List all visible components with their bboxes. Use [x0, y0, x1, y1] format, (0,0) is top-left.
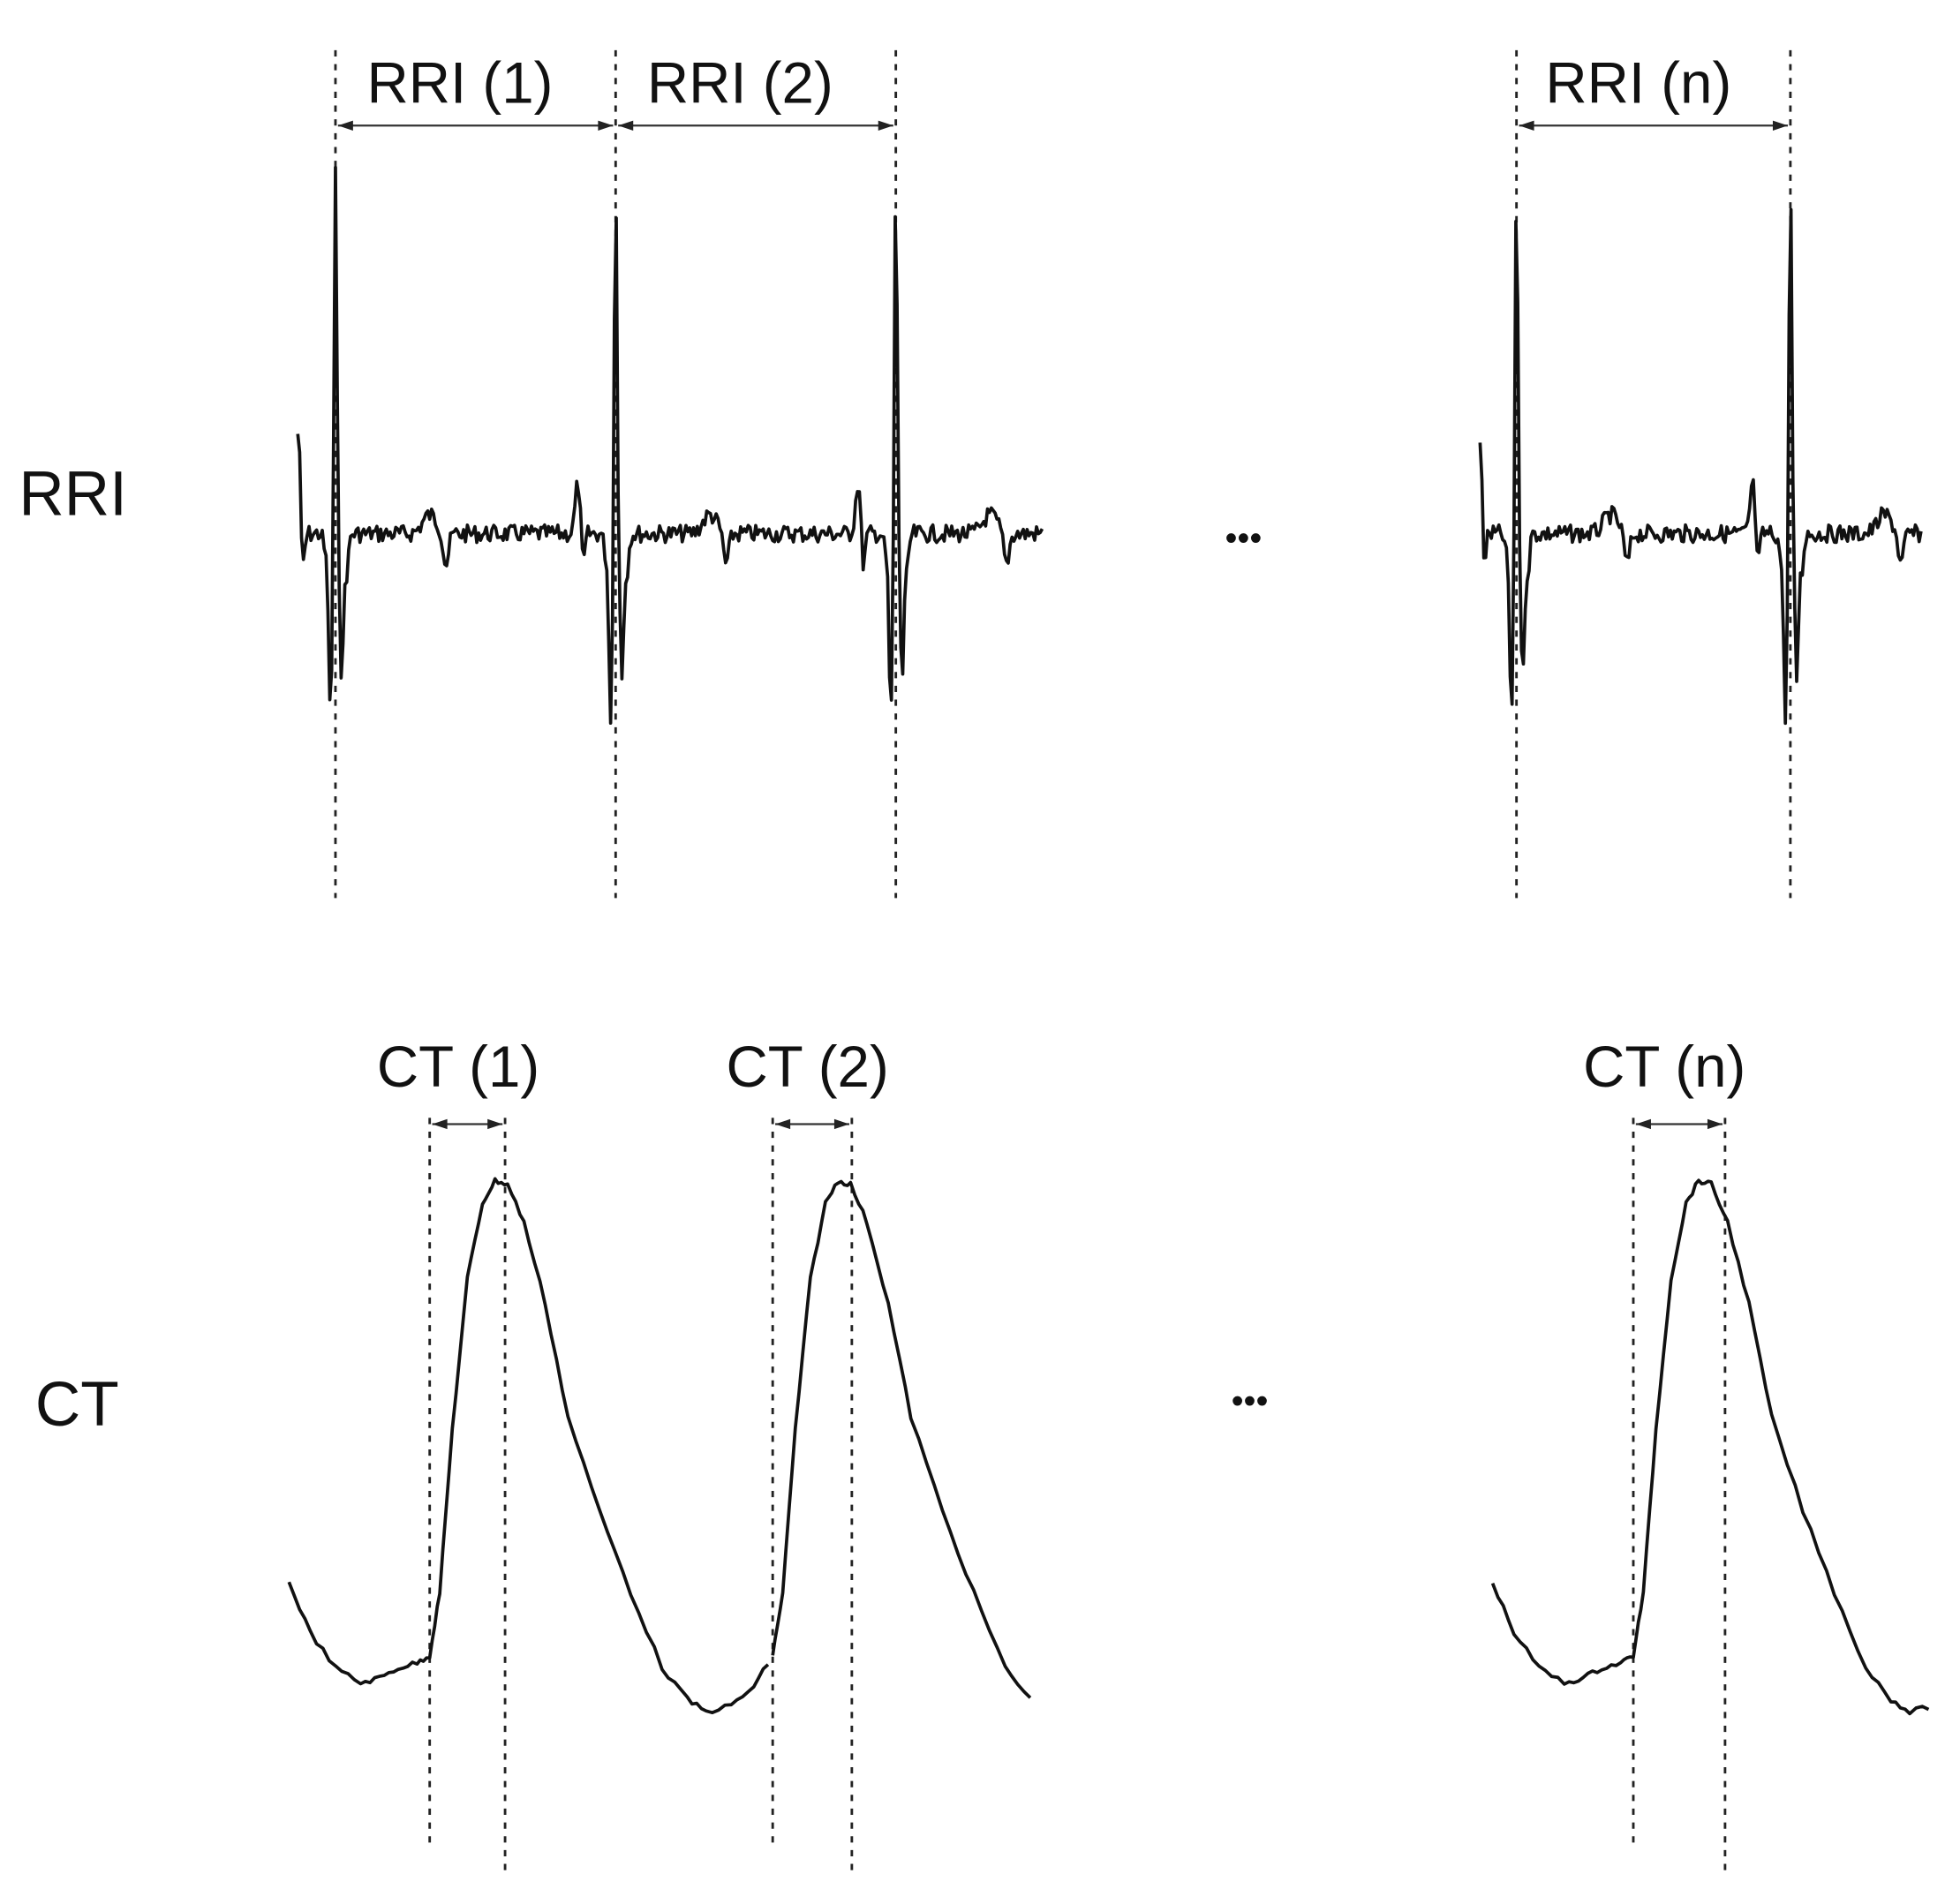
rri-interval-label-2: RRI (2) [647, 51, 833, 116]
ct-interval-label-n: CT (n) [1583, 1035, 1745, 1099]
ct-interval-label-1: CT (1) [377, 1035, 539, 1099]
ct-arrow-2-head-left [775, 1118, 791, 1130]
ct-interval-label-2: CT (2) [727, 1035, 889, 1099]
rri-interval-label-1: RRI (1) [367, 51, 554, 116]
rri-arrow-2-head-right [878, 120, 893, 131]
rri-arrow-n-head-left [1519, 120, 1534, 131]
row-label-rri: RRI [19, 459, 127, 529]
ct-waveform-cycle-2 [771, 1179, 1032, 1699]
ellipsis-ct: ••• [1232, 1382, 1269, 1421]
rri-arrow-2-head-left [618, 120, 634, 131]
ct-arrow-1-head-right [487, 1118, 503, 1130]
ct-arrow-1-head-left [432, 1118, 448, 1130]
ct-waveform-cycle-n [1490, 1178, 1930, 1716]
ellipsis-rri: ••• [1225, 519, 1263, 558]
ct-arrow-n-head-left [1635, 1118, 1651, 1130]
row-label-ct: CT [35, 1370, 119, 1440]
rri-arrow-1-head-left [337, 120, 353, 131]
ecg-waveform-segment [296, 165, 1044, 725]
rri-interval-label-n: RRI (n) [1545, 51, 1731, 116]
rri-arrow-1-head-right [598, 120, 614, 131]
ct-waveform-cycle-1 [287, 1177, 770, 1715]
rri-arrow-n-head-right [1772, 120, 1789, 131]
ct-arrow-n-head-right [1707, 1118, 1723, 1130]
ecg-waveform-segment [1478, 207, 1923, 726]
ct-arrow-2-head-right [833, 1118, 849, 1130]
